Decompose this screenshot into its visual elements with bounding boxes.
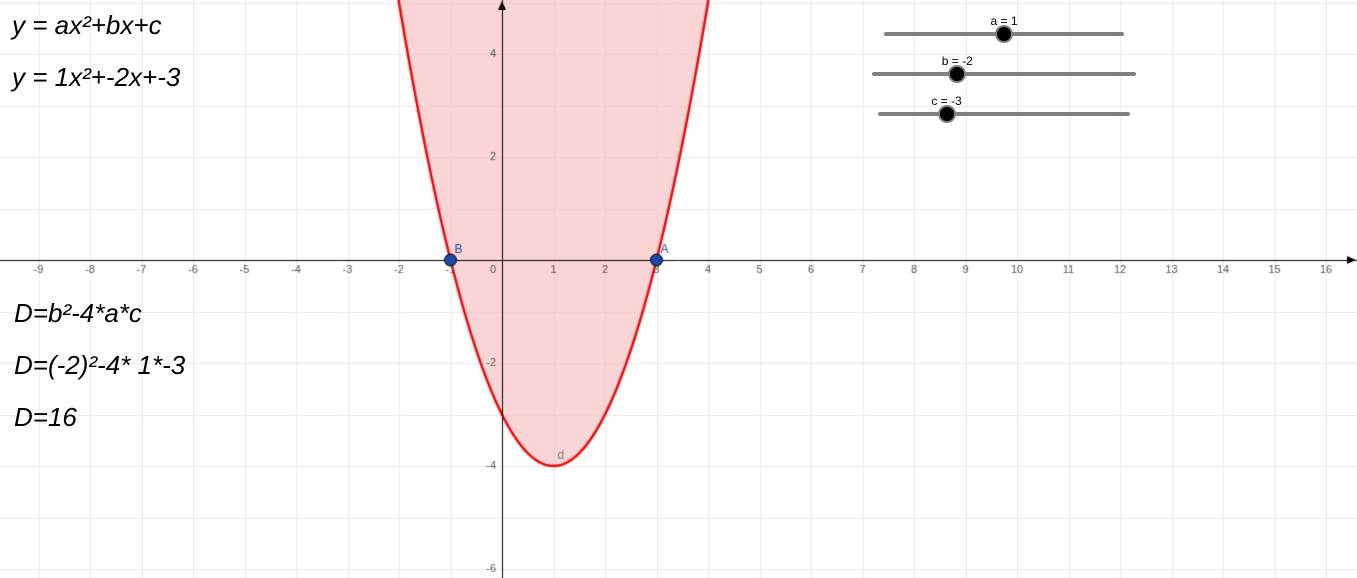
discriminant-formula: D=b²-4*a*c: [14, 298, 142, 329]
discriminant-value: D=16: [14, 402, 77, 433]
equation-general: y = ax²+bx+c: [12, 10, 162, 41]
slider-c-label: c = -3: [931, 94, 961, 108]
equation-specific: y = 1x²+-2x+-3: [12, 62, 180, 93]
slider-b-track[interactable]: [872, 72, 1136, 76]
slider-b-label: b = -2: [942, 54, 973, 68]
slider-c-track[interactable]: [878, 112, 1130, 116]
slider-a-label: a = 1: [990, 14, 1017, 28]
graph-canvas: [0, 0, 1357, 578]
discriminant-substituted: D=(-2)²-4* 1*-3: [14, 350, 185, 381]
